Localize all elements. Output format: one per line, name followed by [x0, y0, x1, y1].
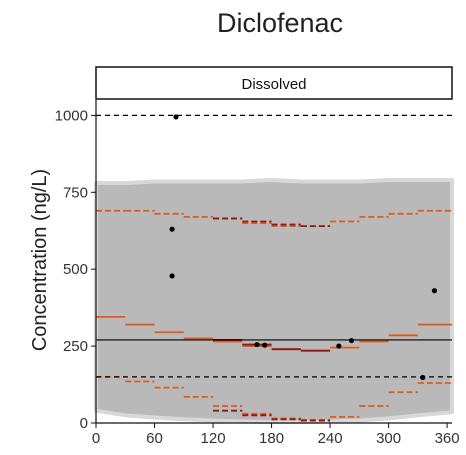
facet-label: Dissolved [241, 76, 306, 93]
data-point [431, 288, 438, 294]
x-tick-label: 240 [318, 430, 343, 447]
y-axis-title: Concentration (ng/L) [29, 169, 51, 351]
data-points [169, 114, 438, 381]
x-tick-label: 60 [146, 430, 163, 447]
confidence-band [94, 177, 454, 425]
data-point [348, 337, 355, 344]
data-point [262, 342, 268, 348]
data-point [173, 114, 179, 120]
axes: 0 250 500 750 1000 0 60 120 180 240 300 360 [55, 100, 460, 447]
band-area [94, 177, 454, 425]
facet-strip [95, 66, 453, 100]
data-point [169, 226, 175, 232]
data-point [420, 374, 426, 381]
step-lines [96, 209, 452, 422]
x-tick-label: 0 [92, 430, 100, 447]
chart-title: Diclofenac [216, 8, 344, 38]
x-tick-label: 300 [376, 430, 401, 447]
x-tick-label: 360 [435, 430, 460, 447]
x-tick-label: 120 [201, 430, 226, 447]
reference-lines [96, 114, 452, 378]
data-point [254, 341, 260, 348]
y-tick-label: 500 [63, 261, 88, 278]
data-point [169, 273, 175, 279]
y-tick-label: 0 [80, 415, 88, 432]
y-tick-label: 1000 [55, 107, 88, 124]
data-point [336, 343, 342, 349]
y-tick-label: 750 [63, 184, 88, 201]
x-tick-label: 180 [259, 430, 284, 447]
y-tick-label: 250 [63, 338, 88, 355]
